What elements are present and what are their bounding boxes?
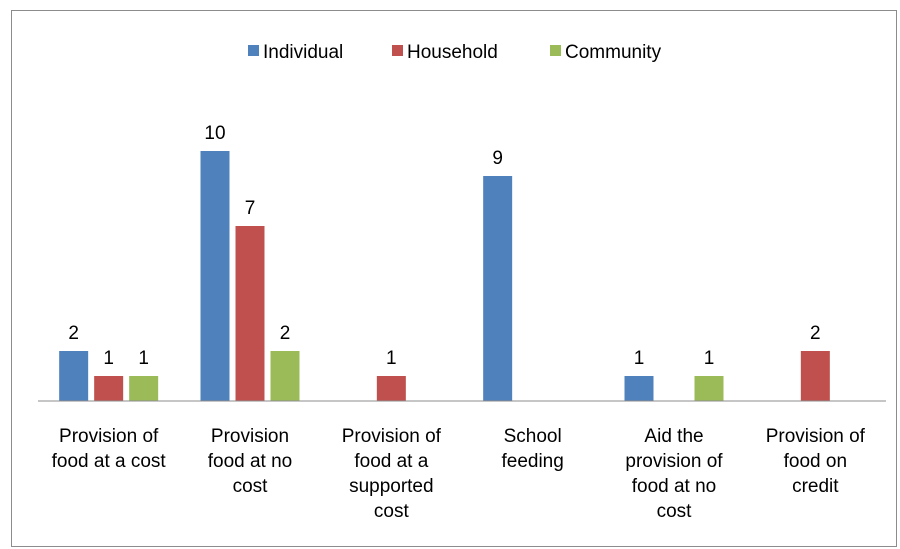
data-label-household-0: 1 <box>103 348 114 369</box>
chart-frame <box>11 10 897 547</box>
data-label-individual-1: 10 <box>204 123 225 144</box>
bar-household-2 <box>376 376 406 401</box>
bar-household-5 <box>800 351 830 401</box>
category-labels-group: Provision of food at a cost Provision food … <box>52 426 866 522</box>
category-label-3: School feeding <box>501 426 563 472</box>
data-label-individual-4: 1 <box>634 348 645 369</box>
data-label-individual-0: 2 <box>68 323 79 344</box>
data-label-community-1: 2 <box>280 323 291 344</box>
category-label-5: Provision of food on credit <box>766 426 866 497</box>
data-labels-group: 2 10 9 1 1 7 1 2 1 2 1 <box>68 123 820 369</box>
bar-individual-0 <box>59 351 89 401</box>
legend-swatch-household <box>392 45 403 56</box>
legend-label-individual: Individual <box>263 42 343 63</box>
bar-household-1 <box>235 226 265 401</box>
data-label-household-5: 2 <box>810 323 821 344</box>
data-label-community-4: 1 <box>704 348 715 369</box>
bar-individual-1 <box>200 151 230 401</box>
bar-individual-3 <box>483 176 513 401</box>
data-label-community-0: 1 <box>138 348 149 369</box>
category-label-0: Provision of food at a cost <box>52 426 167 472</box>
legend-label-community: Community <box>565 42 662 63</box>
bar-community-4 <box>694 376 724 401</box>
legend: Individual Household Community <box>248 42 662 63</box>
bars-group <box>59 151 830 401</box>
category-label-1: Provision food at no cost <box>208 426 293 497</box>
data-label-household-2: 1 <box>386 348 397 369</box>
bar-individual-4 <box>624 376 654 401</box>
bar-household-0 <box>94 376 124 401</box>
legend-swatch-individual <box>248 45 259 56</box>
data-label-individual-3: 9 <box>492 148 503 169</box>
bar-community-0 <box>129 376 159 401</box>
category-label-2: Provision of food at a supported cost <box>342 426 442 522</box>
legend-label-household: Household <box>407 42 498 63</box>
category-label-4: Aid the provision of food at no cost <box>625 426 723 522</box>
data-label-household-1: 7 <box>245 198 256 219</box>
legend-swatch-community <box>550 45 561 56</box>
bar-community-1 <box>270 351 300 401</box>
